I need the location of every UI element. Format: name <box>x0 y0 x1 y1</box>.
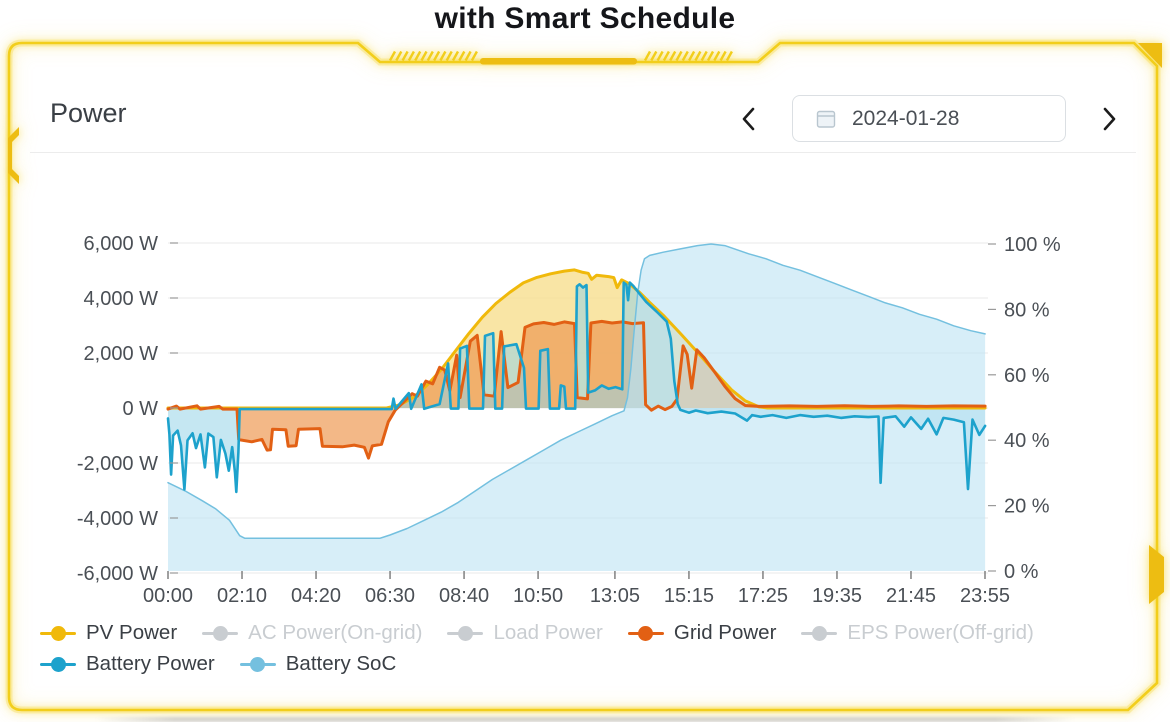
svg-text:0 %: 0 % <box>1004 561 1039 583</box>
svg-text:23:55: 23:55 <box>960 585 1010 607</box>
cropped-bottom-text <box>95 717 1075 722</box>
svg-text:06:30: 06:30 <box>365 585 415 607</box>
svg-text:15:15: 15:15 <box>664 585 714 607</box>
svg-text:4,000 W: 4,000 W <box>84 288 159 310</box>
svg-text:60 %: 60 % <box>1004 365 1050 387</box>
chevron-right-icon <box>1103 107 1116 130</box>
legend-item-grid-power[interactable]: Grid Power <box>627 621 777 645</box>
legend-marker-grid-power <box>627 625 664 641</box>
legend-item-eps-power-off-grid[interactable]: EPS Power(Off-grid) <box>801 621 1034 645</box>
svg-text:19:35: 19:35 <box>812 585 862 607</box>
date-picker[interactable]: 2024-01-28 <box>792 95 1066 142</box>
svg-text:17:25: 17:25 <box>738 585 788 607</box>
legend-label: Battery SoC <box>285 652 397 675</box>
date-navigation: 2024-01-28 <box>734 95 1124 142</box>
svg-text:2,000 W: 2,000 W <box>84 343 159 365</box>
legend-marker-pv-power <box>40 625 76 641</box>
legend-item-ac-power-on-grid[interactable]: AC Power(On-grid) <box>202 621 422 645</box>
legend-marker-load-power <box>447 625 484 641</box>
legend-marker-battery-soc <box>239 656 276 672</box>
next-day-button[interactable] <box>1094 104 1124 134</box>
svg-text:-4,000 W: -4,000 W <box>77 508 158 530</box>
svg-text:13:05: 13:05 <box>590 585 640 607</box>
legend-item-load-power[interactable]: Load Power <box>447 621 603 645</box>
svg-text:20 %: 20 % <box>1004 496 1050 518</box>
legend-marker-battery-power <box>40 656 76 672</box>
legend-label: EPS Power(Off-grid) <box>847 621 1034 644</box>
svg-text:-2,000 W: -2,000 W <box>77 453 158 475</box>
svg-text:40 %: 40 % <box>1004 430 1050 452</box>
chart-legend: PV Power AC Power(On-grid) Load Power Grid … <box>40 621 1034 676</box>
svg-text:0 W: 0 W <box>122 398 158 420</box>
prev-day-button[interactable] <box>734 104 764 134</box>
legend-label: AC Power(On-grid) <box>248 621 423 644</box>
legend-label: PV Power <box>86 621 178 644</box>
svg-text:08:40: 08:40 <box>439 585 489 607</box>
y-axis-left-labels: 6,000 W 4,000 W 2,000 W 0 W -2,000 W -4,000 W… <box>77 233 178 585</box>
card-title: Power <box>50 98 127 128</box>
svg-text:-6,000 W: -6,000 W <box>77 563 158 585</box>
chevron-left-icon <box>742 107 755 130</box>
x-axis-labels: 00:00 02:10 04:20 06:30 08:40 10:50 13:05 15:15… <box>143 571 1010 607</box>
svg-text:00:00: 00:00 <box>143 585 193 607</box>
y-axis-right-labels: 100 % 80 % 60 % 40 % 20 % 0 % <box>988 234 1061 583</box>
legend-marker-eps-power-off-grid <box>801 625 838 641</box>
svg-text:21:45: 21:45 <box>886 585 936 607</box>
legend-item-battery-soc[interactable]: Battery SoC <box>239 652 397 676</box>
svg-text:6,000 W: 6,000 W <box>84 233 159 255</box>
page-title: with Smart Schedule <box>434 2 736 35</box>
svg-text:100 %: 100 % <box>1004 234 1061 256</box>
legend-item-battery-power[interactable]: Battery Power <box>40 652 215 676</box>
calendar-icon <box>816 110 836 128</box>
header-divider <box>30 152 1136 153</box>
svg-text:10:50: 10:50 <box>513 585 563 607</box>
legend-label: Grid Power <box>673 621 777 644</box>
svg-text:80 %: 80 % <box>1004 299 1050 321</box>
legend-label: Load Power <box>493 621 603 644</box>
date-value: 2024-01-28 <box>852 106 960 130</box>
legend-marker-ac-power-on-grid <box>202 625 239 641</box>
svg-text:04:20: 04:20 <box>291 585 341 607</box>
legend-label: Battery Power <box>86 652 215 675</box>
svg-text:02:10: 02:10 <box>217 585 267 607</box>
legend-row: PV Power AC Power(On-grid) Load Power Grid … <box>40 621 1034 645</box>
legend-item-pv-power[interactable]: PV Power <box>40 621 177 645</box>
legend-row: Battery Power Battery SoC <box>40 652 1034 676</box>
